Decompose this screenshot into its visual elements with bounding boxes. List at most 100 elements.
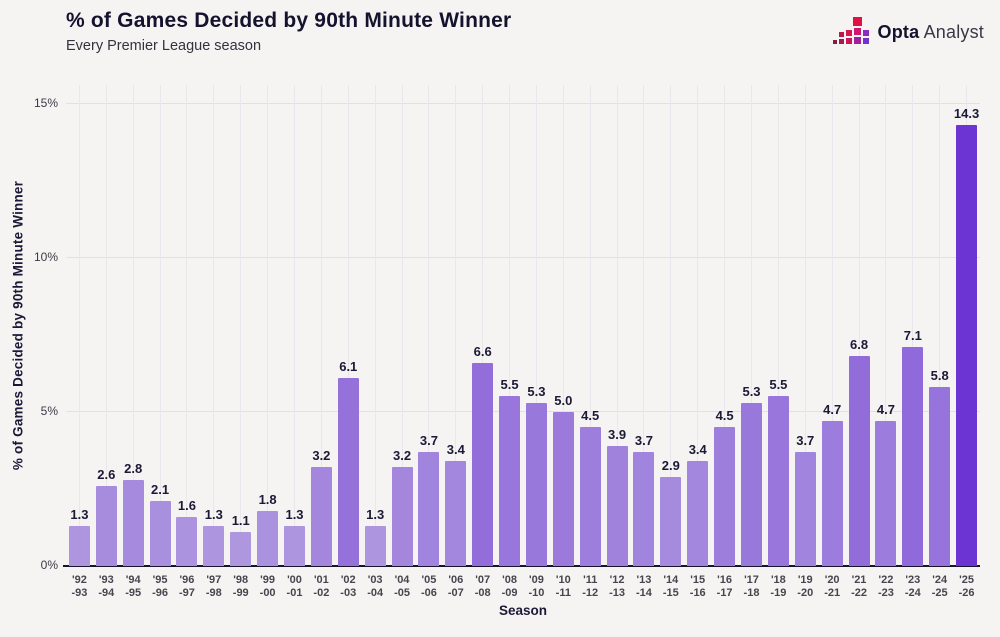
bar-10-11 — [552, 411, 574, 566]
bar-value-label: 3.2 — [312, 448, 331, 464]
x-tick-label: '22 -23 — [877, 574, 894, 599]
bar-value-label: 3.7 — [796, 432, 815, 448]
bar-93-94 — [95, 485, 117, 566]
bar-12-13 — [606, 445, 628, 566]
x-tick-label: '07 -08 — [474, 574, 491, 599]
x-tick-label: '08 -09 — [501, 574, 518, 599]
x-tick-label: '96 -97 — [179, 574, 195, 599]
v-gridline — [213, 85, 215, 566]
v-gridline — [159, 85, 161, 566]
y-tick-label: 15% — [33, 95, 58, 110]
v-gridline — [831, 85, 833, 566]
x-tick-label: '11 -12 — [582, 574, 599, 599]
v-gridline — [616, 85, 618, 566]
bar-value-label: 6.8 — [849, 337, 869, 353]
bar-18-19 — [767, 396, 789, 566]
x-tick-label: '94 -95 — [125, 574, 142, 599]
y-tick-label: 0% — [40, 558, 58, 572]
bar-value-label: 4.7 — [823, 402, 842, 418]
bar-value-label: 3.4 — [688, 442, 707, 458]
v-gridline — [320, 85, 322, 566]
x-tick-label: '00 -01 — [286, 574, 303, 599]
x-tick-label: '03 -04 — [367, 574, 384, 599]
bar-value-label: 2.9 — [661, 457, 680, 473]
x-tick-label: '93 -94 — [98, 574, 115, 599]
x-tick-label: '16 -17 — [716, 574, 733, 599]
v-gridline — [105, 85, 107, 566]
bar-16-17 — [714, 427, 736, 566]
bar-value-label: 4.5 — [715, 408, 734, 424]
v-gridline — [751, 85, 752, 566]
bar-08-09 — [499, 396, 521, 566]
opta-analyst-wordmark: Opta Analyst — [878, 22, 984, 43]
plot-area: 1.3 2.6 2.8 2.1 1.6 1.3 1.1 1.8 1.3 3.2 6.1 1.3 3.2 3… — [63, 85, 980, 567]
x-tick-label: '92 -93 — [71, 574, 88, 599]
y-axis-title: % of Games Decided by 90th Minute Winner — [10, 180, 26, 471]
x-tick-label: '98 -99 — [232, 574, 249, 599]
v-gridline — [374, 85, 376, 566]
bar-value-label: 14.3 — [953, 106, 980, 122]
chart-title: % of Games Decided by 90th Minute Winner — [66, 9, 512, 32]
x-tick-label: '20 -21 — [824, 574, 841, 599]
v-gridline — [509, 85, 511, 566]
bar-value-label: 1.3 — [70, 506, 89, 522]
bar-01-02 — [310, 467, 332, 566]
x-tick-label: '10 -11 — [555, 574, 571, 599]
logo-brand-regular: Analyst — [923, 21, 984, 42]
v-gridline — [562, 85, 564, 566]
chart-subtitle: Every Premier League season — [66, 38, 262, 54]
bar-04-05 — [391, 467, 413, 566]
x-tick-label: '25 -26 — [958, 574, 975, 599]
v-gridline — [724, 85, 726, 566]
x-tick-label: '18 -19 — [770, 574, 787, 599]
bar-value-label: 3.9 — [608, 426, 627, 442]
v-gridline — [885, 85, 887, 566]
h-gridline — [66, 411, 980, 413]
v-gridline — [294, 85, 295, 566]
x-tick-label: '14 -15 — [662, 574, 679, 599]
v-gridline — [240, 85, 242, 566]
v-gridline — [670, 85, 672, 566]
bar-value-label: 4.7 — [876, 402, 895, 418]
opta-bars-icon — [832, 16, 871, 48]
x-tick-label: '04 -05 — [394, 574, 410, 599]
x-tick-label: '17 -18 — [743, 574, 760, 599]
bar-value-label: 1.3 — [285, 506, 304, 522]
bar-value-label: 3.7 — [419, 432, 438, 448]
bar-value-label: 6.6 — [473, 343, 492, 359]
bar-07-08 — [472, 362, 494, 566]
v-gridline — [777, 85, 779, 566]
bar-09-10 — [525, 402, 547, 566]
bar-15-16 — [687, 461, 709, 566]
bar-value-label: 5.3 — [742, 383, 761, 399]
bar-17-18 — [741, 402, 762, 566]
bar-23-24 — [902, 347, 924, 566]
v-gridline — [643, 85, 645, 566]
bar-03-04 — [364, 525, 386, 566]
bar-value-label: 2.1 — [151, 482, 170, 498]
x-tick-label: '02 -03 — [340, 574, 357, 599]
h-gridline — [66, 257, 980, 259]
x-tick-label: '01 -02 — [313, 574, 330, 599]
h-gridline — [66, 103, 980, 104]
x-tick-label: '05 -06 — [420, 574, 437, 599]
bar-value-label: 5.3 — [527, 383, 546, 399]
v-gridline — [858, 85, 860, 566]
bar-value-label: 3.2 — [392, 448, 412, 464]
v-gridline — [428, 85, 430, 566]
x-tick-label: '19 -20 — [797, 574, 814, 599]
v-gridline — [589, 85, 591, 566]
bar-value-label: 2.6 — [97, 466, 116, 482]
x-tick-label: '23 -24 — [904, 574, 921, 599]
bar-00-01 — [284, 525, 305, 566]
v-gridline — [267, 85, 269, 566]
bar-96-97 — [176, 516, 198, 566]
bar-20-21 — [821, 421, 843, 566]
bar-value-label: 1.6 — [177, 497, 197, 513]
v-gridline — [697, 85, 699, 566]
logo-brand-bold: Opta — [877, 21, 920, 42]
x-tick-label: '21 -22 — [851, 574, 867, 599]
v-gridline — [347, 85, 349, 566]
bar-25-26 — [956, 125, 978, 566]
bar-value-label: 1.8 — [258, 491, 277, 507]
